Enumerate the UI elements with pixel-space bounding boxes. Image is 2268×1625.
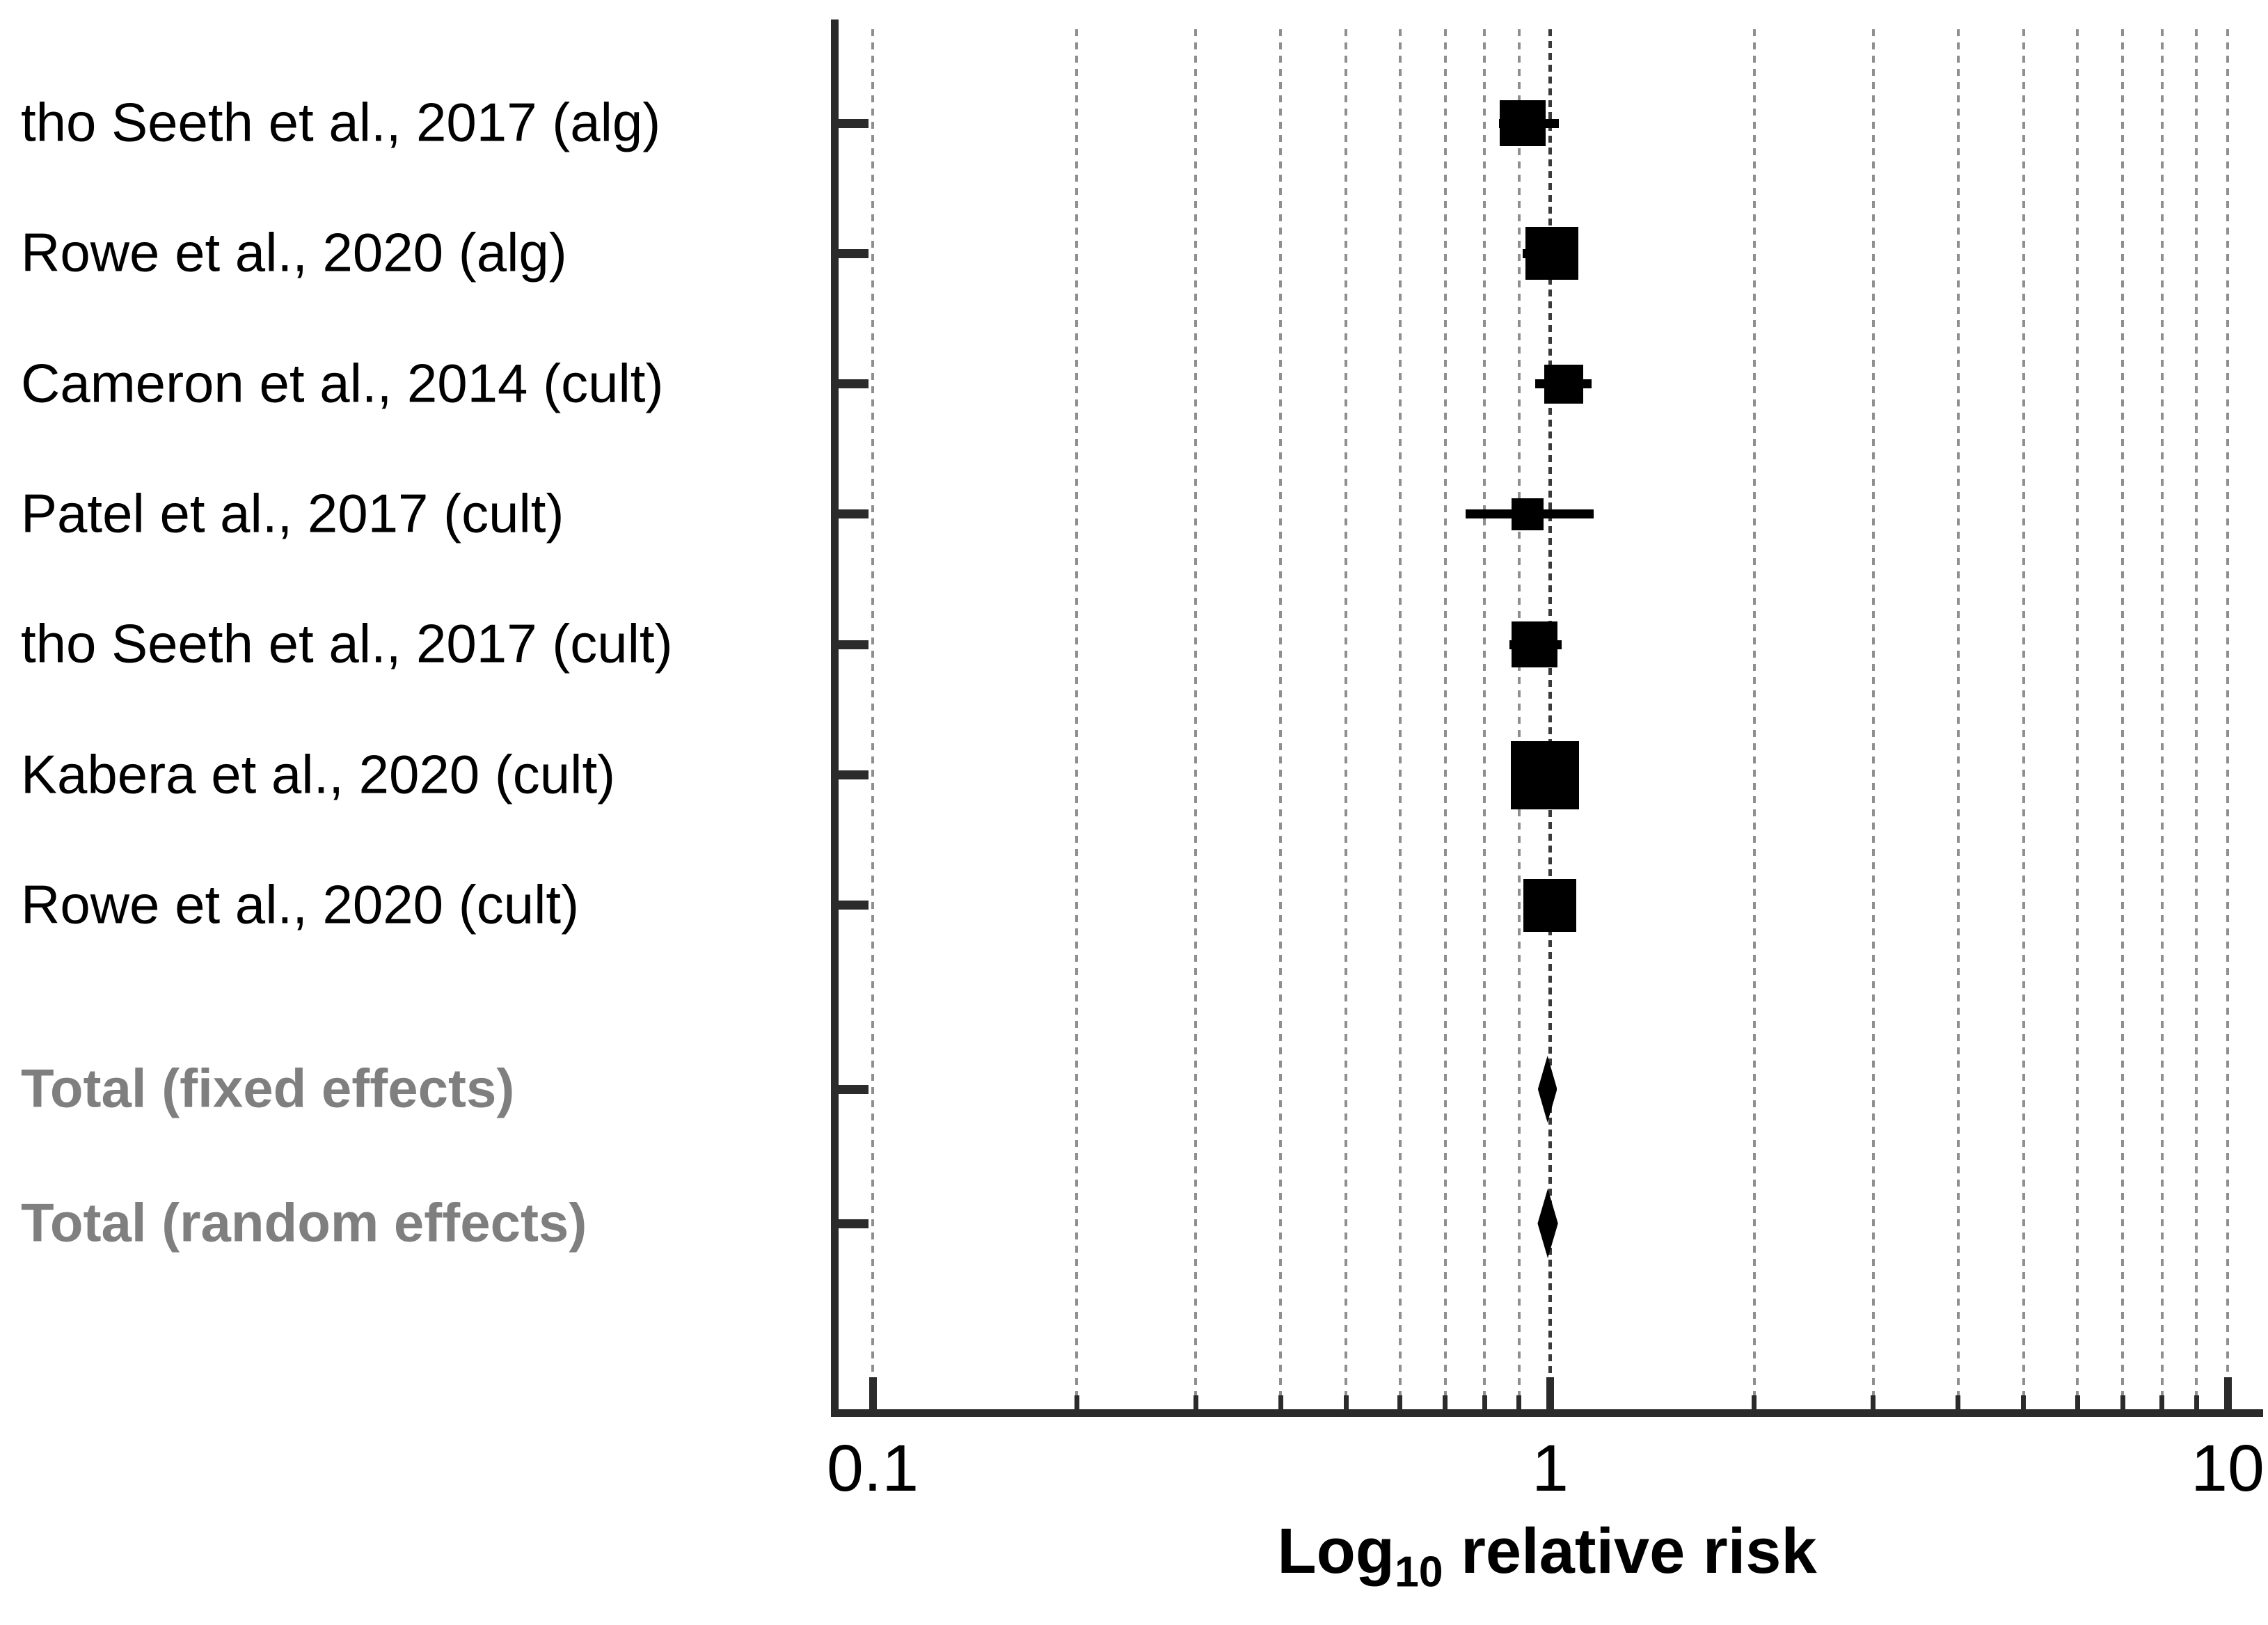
gridline xyxy=(2160,29,2164,1406)
x-minor-tick xyxy=(1193,1395,1198,1409)
x-tick-label: 1 xyxy=(1532,1432,1569,1505)
summary-diamond xyxy=(1537,1056,1557,1123)
x-axis-title-subscript: 10 xyxy=(1394,1547,1443,1596)
gridline xyxy=(1398,29,1402,1406)
gridline xyxy=(2121,29,2125,1406)
x-tick-label: 0.1 xyxy=(826,1432,919,1505)
gridline xyxy=(1075,29,1079,1406)
study-weight-square xyxy=(1525,227,1578,280)
study-row-label: Kabera et al., 2020 (cult) xyxy=(21,743,616,804)
x-minor-tick xyxy=(2194,1395,2199,1409)
x-major-tick xyxy=(869,1377,877,1409)
x-minor-tick xyxy=(1482,1395,1487,1409)
study-row-label: tho Seeth et al., 2017 (cult) xyxy=(21,612,673,674)
x-minor-tick xyxy=(2021,1395,2027,1409)
x-minor-tick xyxy=(1443,1395,1448,1409)
study-weight-square xyxy=(1512,621,1558,668)
gridline xyxy=(1956,29,1960,1406)
gridline xyxy=(1279,29,1283,1406)
x-minor-tick xyxy=(1278,1395,1283,1409)
gridline xyxy=(1871,29,1875,1406)
x-axis-title-rest: relative risk xyxy=(1443,1516,1817,1587)
gridline xyxy=(1194,29,1198,1406)
study-weight-square xyxy=(1511,498,1544,530)
study-weight-square xyxy=(1511,740,1580,809)
gridline xyxy=(1345,29,1348,1406)
row-tick xyxy=(838,640,869,649)
gridline xyxy=(2226,29,2229,1406)
x-minor-tick xyxy=(1397,1395,1403,1409)
study-row-label: tho Seeth et al., 2017 (alg) xyxy=(21,91,661,153)
x-minor-tick xyxy=(2120,1395,2125,1409)
x-minor-tick xyxy=(1871,1395,1876,1409)
reference-gridline xyxy=(1548,29,1552,1406)
x-tick-label: 10 xyxy=(2191,1432,2265,1505)
x-minor-tick xyxy=(1516,1395,1522,1409)
study-row-label: Rowe et al., 2020 (cult) xyxy=(21,873,580,935)
x-axis-spine xyxy=(831,1409,2263,1417)
row-tick xyxy=(838,1219,869,1228)
row-tick xyxy=(838,248,869,258)
row-tick xyxy=(838,118,869,128)
row-tick xyxy=(838,1084,869,1094)
x-minor-tick xyxy=(1956,1395,1961,1409)
x-minor-tick xyxy=(1343,1395,1349,1409)
row-tick xyxy=(838,770,869,779)
study-weight-square xyxy=(1544,364,1583,404)
gridline xyxy=(1752,29,1756,1406)
x-major-tick xyxy=(2223,1377,2232,1409)
x-axis-title: Log10 relative risk xyxy=(1277,1519,1816,1594)
study-row-label: Rowe et al., 2020 (alg) xyxy=(21,221,567,283)
total-row-label: Total (random effects) xyxy=(21,1191,587,1253)
x-axis-title-text: Log xyxy=(1277,1516,1395,1587)
gridline xyxy=(1517,29,1521,1406)
study-row-label: Patel et al., 2017 (cult) xyxy=(21,482,564,544)
study-weight-square xyxy=(1523,878,1576,932)
x-minor-tick xyxy=(1752,1395,1757,1409)
x-minor-tick xyxy=(2159,1395,2165,1409)
gridline xyxy=(2076,29,2079,1406)
row-tick xyxy=(838,509,869,519)
row-tick xyxy=(838,901,869,910)
gridline xyxy=(1483,29,1486,1406)
gridline xyxy=(2022,29,2025,1406)
gridline xyxy=(1443,29,1447,1406)
y-axis-spine xyxy=(831,19,839,1417)
x-major-tick xyxy=(1546,1377,1554,1409)
row-tick xyxy=(838,379,869,389)
gridline xyxy=(871,29,874,1406)
study-row-label: Cameron et al., 2014 (cult) xyxy=(21,352,664,414)
x-minor-tick xyxy=(1074,1395,1079,1409)
gridline xyxy=(2195,29,2198,1406)
x-minor-tick xyxy=(2075,1395,2080,1409)
total-row-label: Total (fixed effects) xyxy=(21,1057,515,1119)
study-weight-square xyxy=(1499,100,1546,146)
summary-diamond xyxy=(1537,1189,1558,1258)
